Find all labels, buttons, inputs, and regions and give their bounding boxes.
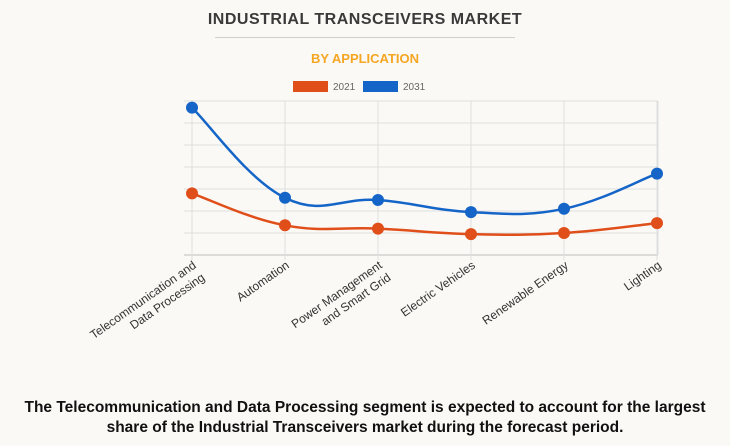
x-tick-label: Telecommunication andData Processing (87, 258, 207, 354)
footer-line-1: The Telecommunication and Data Processin… (24, 399, 706, 416)
x-tick-label: Lighting (621, 258, 663, 294)
data-point-2021 (186, 187, 198, 200)
x-tick-label: Renewable Energy (480, 258, 571, 328)
footer-line-2: share of the Industrial Transceivers mar… (106, 419, 624, 436)
data-point-2021 (558, 227, 570, 239)
data-point-2031 (558, 202, 570, 215)
legend-swatch-2031 (363, 81, 398, 92)
legend-swatch-2021 (293, 81, 328, 92)
legend-label-2031: 2031 (403, 82, 426, 93)
legend-label-2021: 2021 (333, 82, 356, 93)
chart-title: INDUSTRIAL TRANSCEIVERS MARKET (207, 11, 523, 28)
series-line-2031 (191, 106, 658, 216)
data-point-2021 (372, 222, 384, 235)
data-point-2031 (372, 194, 384, 206)
x-tick-label: Electric Vehicles (398, 258, 478, 320)
data-point-2031 (186, 101, 198, 114)
data-point-2031 (651, 167, 663, 180)
x-tick-label: Automation (234, 258, 292, 304)
series-line-2021 (191, 192, 658, 236)
footer-note: The Telecommunication and Data Processin… (0, 398, 730, 438)
title-divider (215, 37, 515, 38)
data-point-2021 (465, 228, 477, 241)
data-point-2031 (465, 206, 477, 219)
x-tick-label: Power Managementand Smart Grid (289, 258, 394, 344)
data-point-2031 (279, 191, 291, 204)
data-point-2021 (279, 219, 291, 232)
chart-subtitle: BY APPLICATION (310, 51, 420, 66)
data-point-2021 (651, 217, 663, 230)
